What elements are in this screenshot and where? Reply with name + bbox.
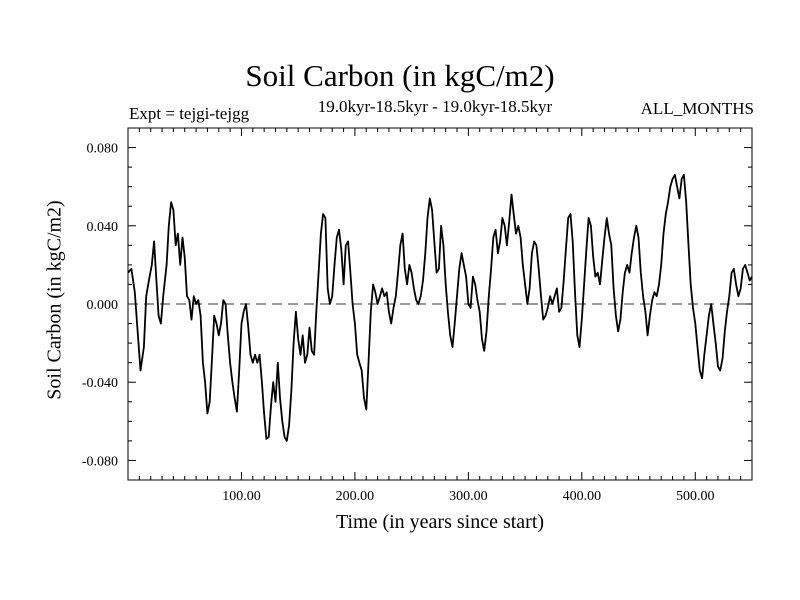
x-tick-label: 500.00 — [676, 489, 715, 504]
y-tick-label: 0.000 — [87, 298, 119, 313]
x-tick-label: 400.00 — [563, 489, 602, 504]
x-tick-label: 200.00 — [336, 489, 375, 504]
y-tick-label: -0.040 — [82, 376, 118, 391]
y-tick-label: -0.080 — [82, 454, 118, 469]
chart-subtitle: 19.0kyr-18.5kyr - 19.0kyr-18.5kyr — [317, 97, 553, 116]
plot-frame — [127, 127, 753, 481]
y-tick-label: 0.040 — [87, 220, 119, 235]
axis-ticks — [128, 128, 752, 480]
tick-labels: 100.00 200.00 300.00 400.00 500.00 0.080 0.040… — [82, 142, 715, 504]
experiment-label: Expt = tejgi-tejgg — [129, 104, 250, 123]
x-tick-label: 300.00 — [449, 489, 488, 504]
y-tick-label: 0.080 — [87, 142, 119, 157]
soil-carbon-series-line — [127, 174, 753, 442]
x-axis-label: Time (in years since start) — [335, 511, 545, 533]
x-tick-label: 100.00 — [222, 489, 261, 504]
chart-title: Soil Carbon (in kgC/m2) — [245, 58, 555, 93]
months-label: ALL_MONTHS — [640, 99, 754, 118]
